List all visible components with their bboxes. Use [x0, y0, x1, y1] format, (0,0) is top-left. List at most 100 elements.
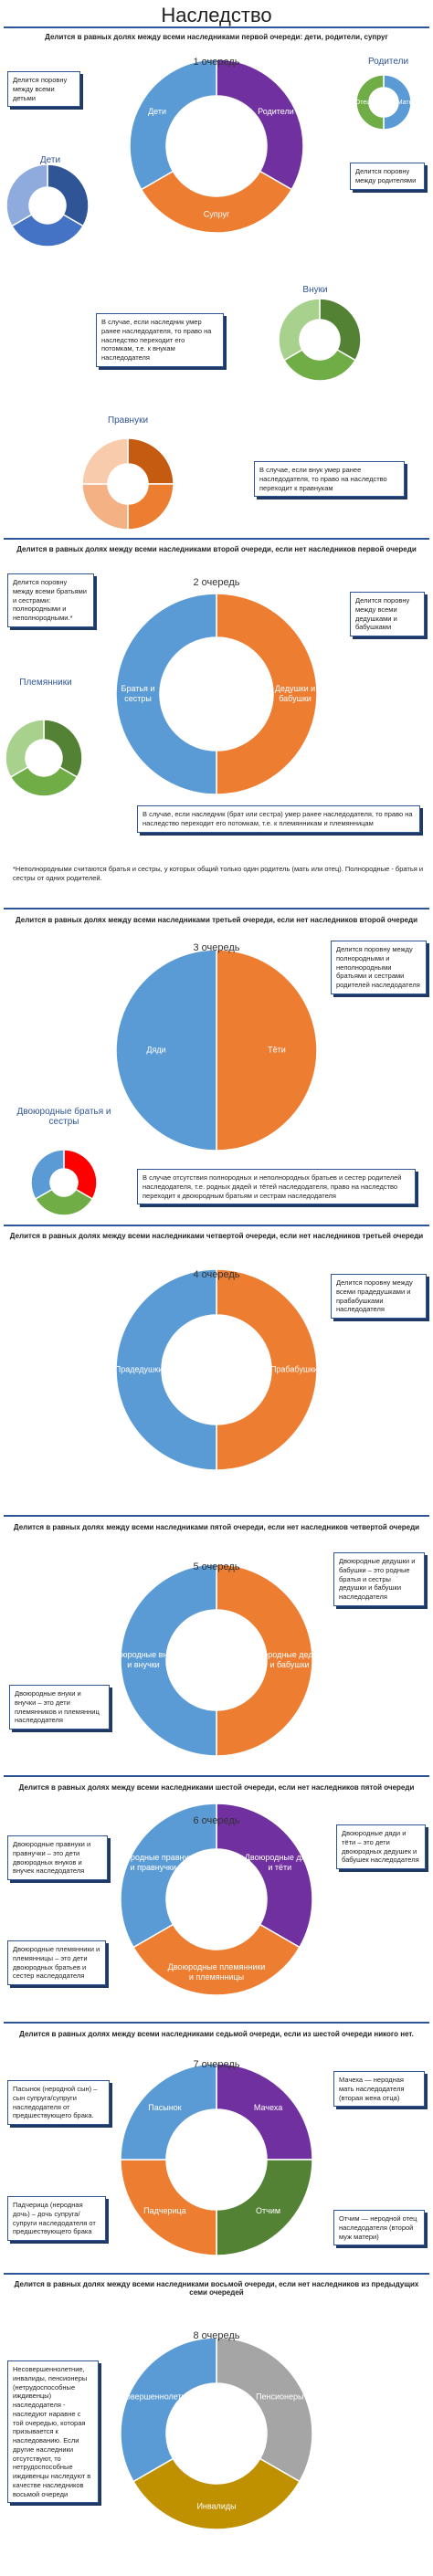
callout: В случае, если внук умер ранее наследода…	[254, 461, 405, 498]
small-donut-segment	[9, 765, 79, 797]
queue-label: 1 очередь	[193, 57, 240, 68]
queue-label: 7 очередь	[193, 2059, 240, 2070]
queue-label: 4 очередь	[193, 1269, 240, 1280]
donut-segment	[120, 1563, 217, 1757]
segment-label: Отчим	[256, 2206, 280, 2215]
callout: Мачеха — неродная мать наследодателя (вт…	[333, 2071, 425, 2108]
sub-donut-label: Правнуки	[107, 415, 149, 426]
segment-label: Братья и сестры	[121, 684, 155, 703]
donut-segment	[140, 170, 293, 234]
donut-segment	[132, 1923, 301, 1996]
small-donut-segment	[47, 163, 90, 227]
section-heading: Делится в равных долях между всеми насле…	[16, 545, 417, 553]
queue-label: 5 очередь	[193, 1561, 240, 1572]
sub-donut-label: Внуки	[302, 285, 328, 295]
small-donut-segment	[127, 483, 174, 531]
segment-label: Двоюродные правнуки и правнучки	[110, 1853, 196, 1872]
donut-segment	[216, 1268, 318, 1471]
segment-label: Инвалиды	[196, 2501, 236, 2510]
section-heading: Делится в равных долях между всеми насле…	[18, 1783, 415, 1792]
segment-label: Дети	[148, 107, 166, 116]
callout: Несовершеннолетние, инвалиды, пенсионеры…	[7, 2360, 99, 2504]
sub-donut-label: Двоюродные братья и сестры	[16, 1107, 111, 1127]
queue-label: 8 очередь	[193, 2330, 240, 2341]
donut-segment	[120, 2337, 217, 2483]
small-donut-segment	[43, 719, 83, 779]
section-heading: Делится в равных долях между всеми насле…	[14, 2280, 419, 2297]
segment-label: Двоюродные внуки и внучки	[107, 1650, 180, 1669]
donut-segment	[120, 2063, 217, 2161]
footnote: *Неполнородными считаются братья и сестр…	[13, 865, 424, 883]
segment-label: Мачеха	[254, 2103, 282, 2112]
callout: Делится поровну между родителями	[350, 163, 425, 190]
section-heading: Делится в равных долях между всеми насле…	[9, 1232, 424, 1240]
segment-label: Родители	[258, 107, 294, 116]
donut-segment	[216, 2063, 313, 2161]
small-donut-segment	[5, 719, 45, 779]
callout: В случае отсутствия полнородных и неполн…	[137, 1169, 416, 1205]
segment-label: Тёти	[268, 1045, 286, 1054]
segment-label: Отец	[355, 100, 370, 106]
donut-segment	[115, 949, 217, 1151]
small-donut-segment	[283, 348, 356, 382]
small-donut-segment	[5, 163, 48, 227]
segment-label: Прадедушки	[115, 1364, 163, 1373]
donut-segment	[115, 593, 217, 795]
sub-donut-label: Родители	[367, 57, 409, 67]
small-donut-segment	[278, 298, 321, 362]
small-donut-segment	[319, 298, 362, 362]
small-donut-segment	[63, 1149, 98, 1201]
donut-segment	[216, 2159, 313, 2256]
segment-label: Пенсионеры	[256, 2392, 303, 2401]
segment-label: Двоюродные дедушки и бабушки	[248, 1650, 333, 1669]
callout: Двоюродные дяди и тёти – это дети двоюро…	[336, 1824, 426, 1869]
queue-label: 3 очередь	[193, 942, 240, 953]
small-donut-segment	[81, 483, 129, 531]
segment-label: Прабабушки	[270, 1364, 318, 1373]
callout: В случае, если наследник (брат или сестр…	[137, 805, 420, 833]
donut-segment	[216, 949, 318, 1151]
callout: Падчерица (неродная дочь) – дочь супруга…	[7, 2196, 106, 2241]
sub-donut-label: Племянники	[19, 678, 72, 688]
callout: Двоюродные племянники и племянницы – это…	[7, 1940, 106, 1985]
donut-segment	[120, 1803, 217, 1949]
donut-segment	[216, 593, 318, 795]
callout: Делится поровну между всеми прадедушками…	[331, 1274, 427, 1319]
small-donut-segment	[11, 213, 84, 247]
section-heading: Делится в равных долях между всеми насле…	[19, 2030, 414, 2038]
callout: Делится поровну между всеми братьями и с…	[7, 573, 94, 627]
segment-label: Двоюродные племянники и племянницы	[168, 1962, 266, 1982]
donut-segment	[216, 58, 304, 191]
queue-label: 6 очередь	[193, 1815, 240, 1826]
segment-label: Несовершеннолетние	[111, 2392, 195, 2401]
donut-segment	[216, 1803, 313, 1949]
donut-segment	[115, 1268, 217, 1471]
page-title: Наследство	[161, 4, 272, 26]
callout: Делится поровну между всеми детьми	[7, 71, 80, 108]
segment-label: Дедушки и бабушки	[275, 684, 315, 703]
section-heading: Делится в равных долях между всеми насле…	[45, 33, 388, 41]
segment-label: Супруг	[204, 209, 230, 218]
section-heading: Делится в равных долях между всеми насле…	[15, 916, 418, 924]
donut-segment	[216, 2337, 313, 2483]
donut-segment	[129, 58, 217, 191]
callout: Отчим — неродной отец наследодателя (вто…	[333, 2210, 425, 2246]
segment-label: Падчерица	[143, 2206, 186, 2215]
sub-donut-label: Дети	[39, 155, 61, 165]
callout: Двоюродные правнуки и правнучки – это де…	[7, 1835, 108, 1880]
donut-segment	[120, 2159, 217, 2256]
small-donut-segment	[355, 74, 385, 131]
callout: Двоюродные внуки и внучки – это дети пле…	[9, 1685, 110, 1730]
segment-label: Дяди	[146, 1045, 165, 1054]
small-donut-segment	[81, 437, 129, 485]
small-donut-segment	[34, 1188, 94, 1216]
section-heading: Делится в равных долях между всеми насле…	[13, 1523, 420, 1531]
donut-segment	[132, 2457, 301, 2530]
callout: Пасынок (неродной сын) – сын супруга/суп…	[7, 2080, 110, 2125]
segment-label: Мать	[397, 100, 413, 106]
small-donut-segment	[383, 74, 412, 131]
callout: Делится поровну между всеми дедушками и …	[350, 592, 425, 636]
small-donut-segment	[30, 1149, 65, 1201]
callout: Делится поровну между полнородными и неп…	[331, 941, 427, 994]
